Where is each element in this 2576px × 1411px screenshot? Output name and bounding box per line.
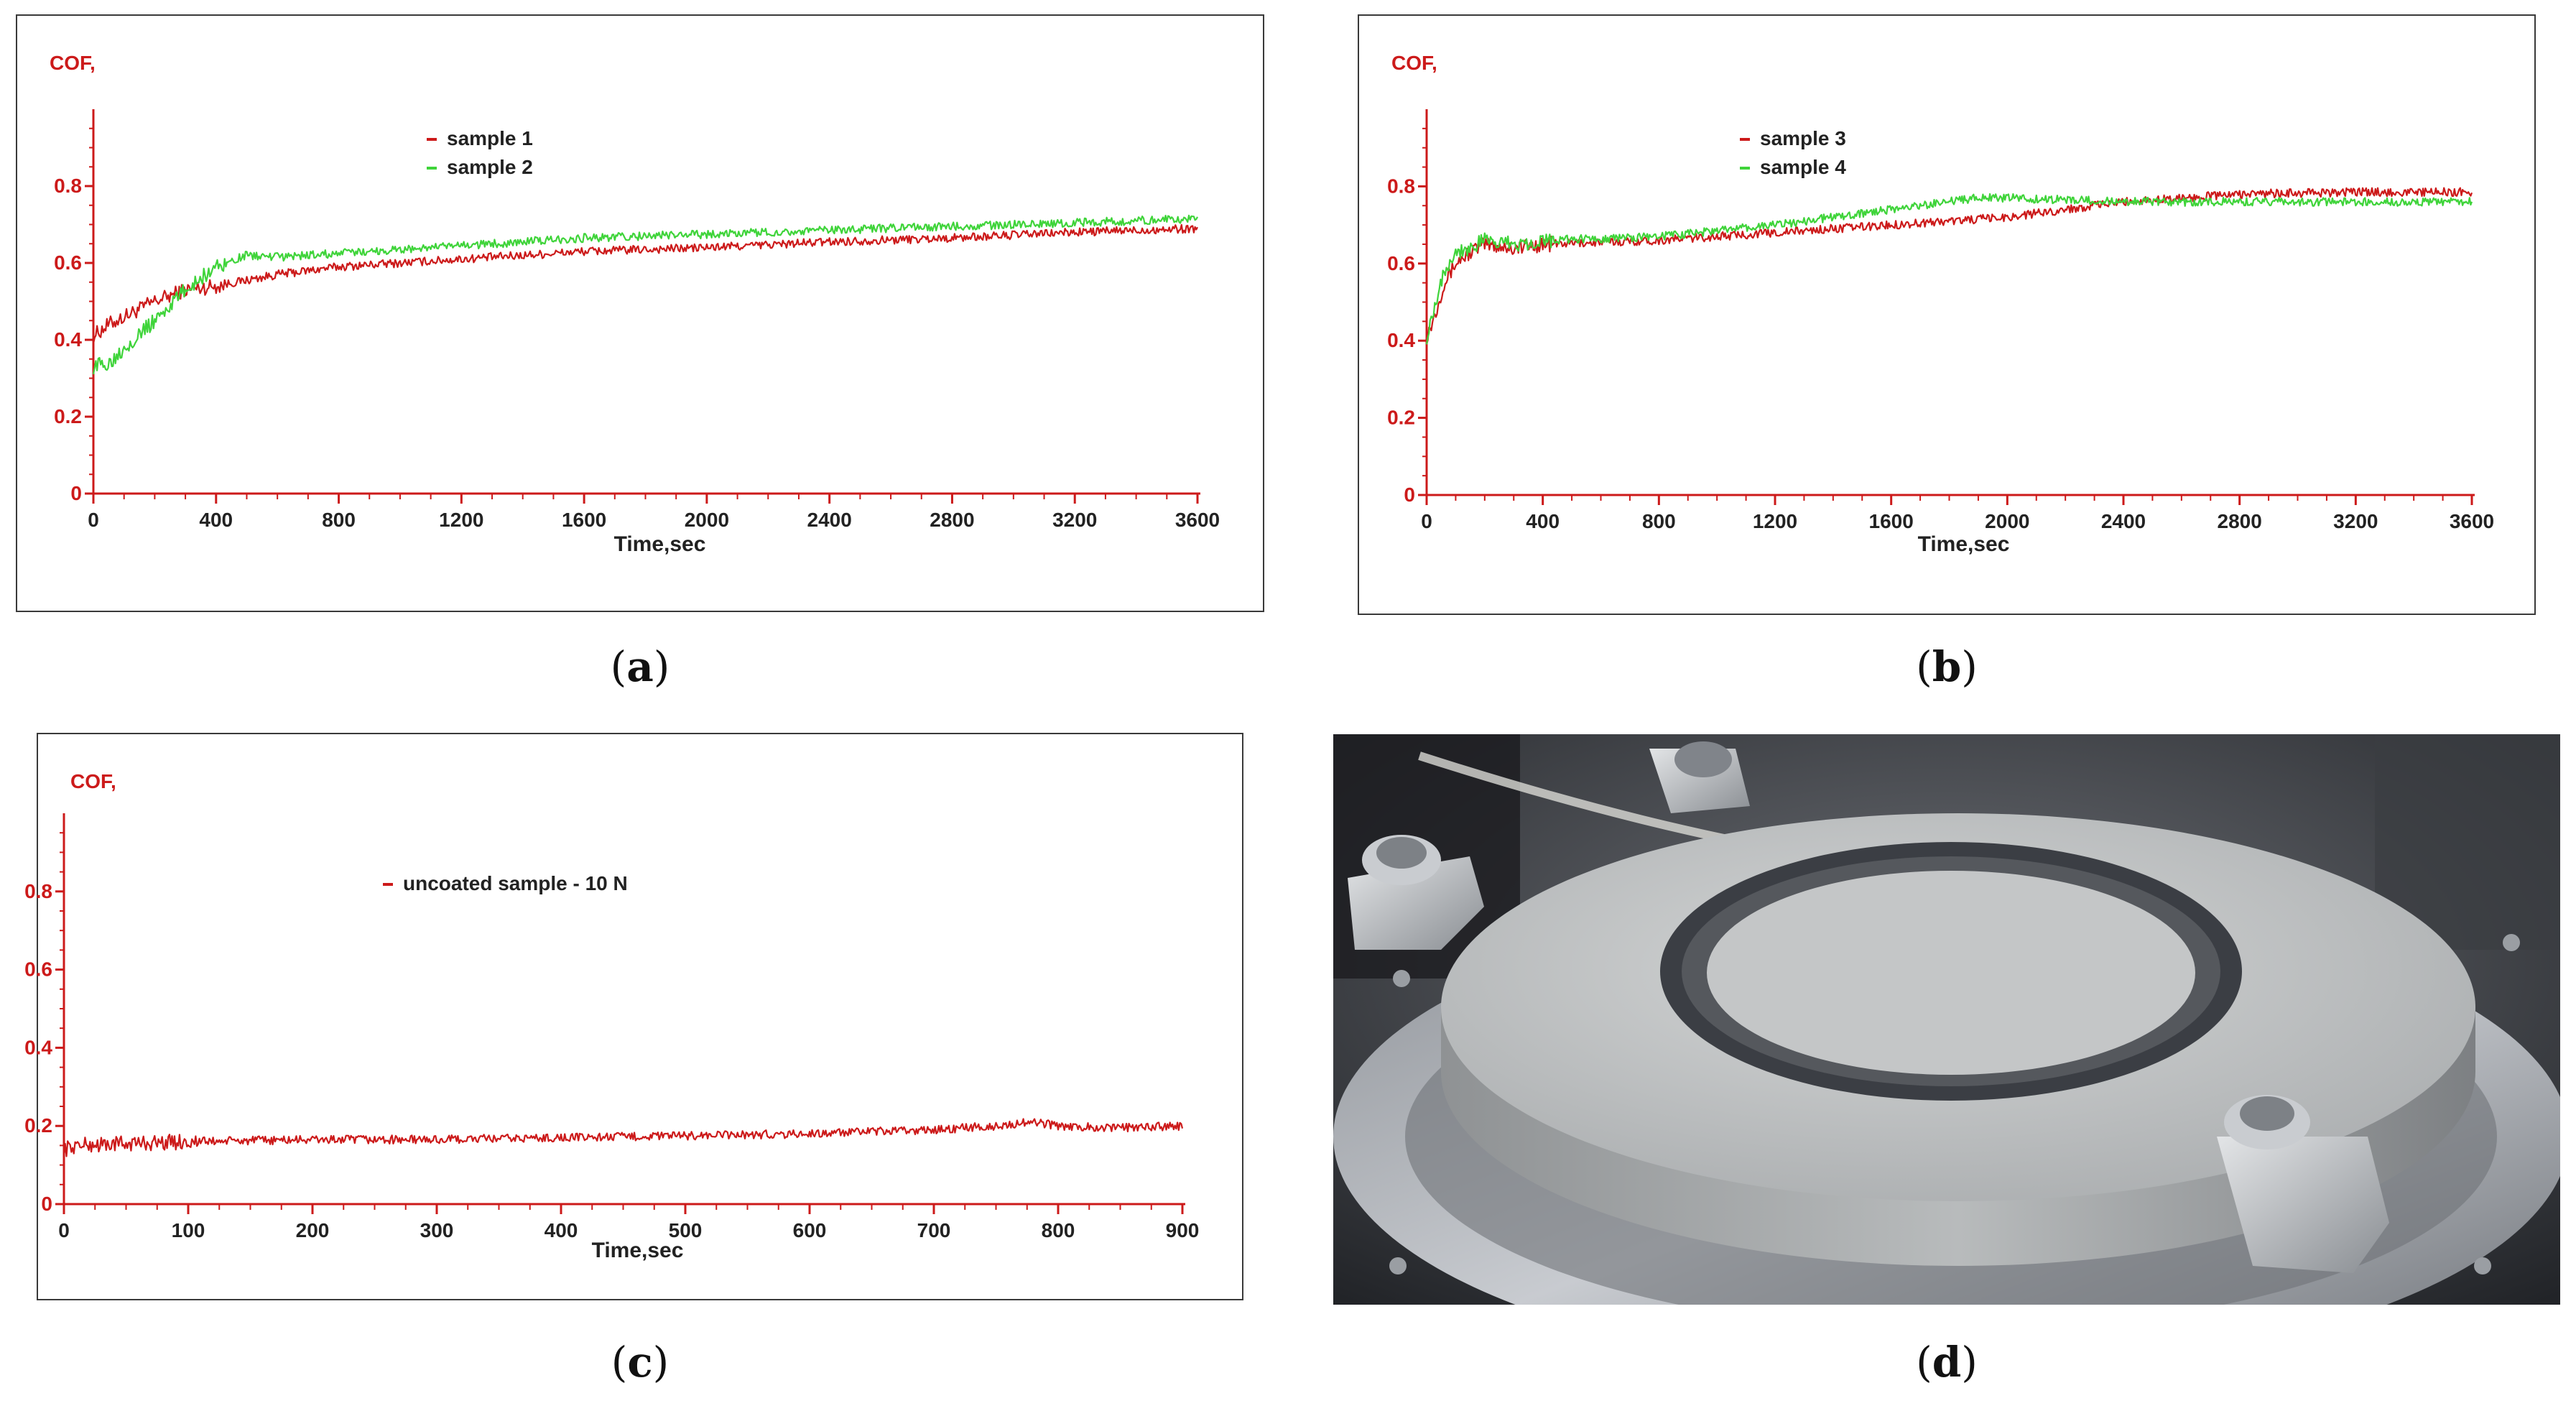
y-tick-label: 0.4 [24, 1036, 52, 1058]
clamp-left-icon [1348, 835, 1484, 950]
y-axis-label: COF, [50, 52, 96, 74]
x-tick-label: 1200 [439, 509, 483, 531]
y-tick-label: 0.4 [54, 328, 82, 351]
legend-label: sample 4 [1760, 156, 1846, 178]
y-tick-label: 0.6 [1387, 252, 1415, 274]
x-tick-label: 200 [296, 1219, 330, 1241]
caption-d: (d) [1916, 1338, 1978, 1387]
clamp-top-icon [1649, 741, 1750, 813]
x-axis-title: Time,sec [614, 532, 706, 556]
y-tick-label: 0.6 [24, 958, 52, 981]
legend-label: sample 3 [1760, 127, 1846, 149]
x-tick-label: 2400 [807, 509, 852, 531]
x-tick-label: 500 [669, 1219, 703, 1241]
x-tick-label: 2000 [1985, 510, 2029, 532]
chart-panel-c: COF, 0 0.2 0.4 0.6 0.8 0 100 200 300 400 500 600 700 8… [24, 733, 1243, 1300]
y-tick-label: 0 [70, 482, 82, 504]
series-line-sample-3 [1425, 187, 2473, 345]
y-tick-label: 0.6 [54, 251, 82, 274]
x-tick-label: 700 [917, 1219, 951, 1241]
x-tick-label: 100 [172, 1219, 205, 1241]
x-tick-label: 400 [545, 1219, 578, 1241]
tribometer-photo [1333, 734, 2560, 1305]
x-tick-label: 300 [420, 1219, 454, 1241]
x-tick-label: 800 [1642, 510, 1676, 532]
x-tick-label: 400 [1526, 510, 1560, 532]
x-tick-label: 2000 [685, 509, 729, 531]
series-line-sample-2 [92, 214, 1198, 375]
x-axis-title: Time,sec [1918, 532, 2010, 556]
chart-panel-a: COF, 0 0.2 0.4 0.6 0.8 0 400 800 1200 1600 2000 2400… [16, 14, 1264, 612]
legend-label: sample 2 [447, 156, 533, 178]
chart-a-svg: COF, 0 0.2 0.4 0.6 0.8 0 400 800 1200 1600 2000 2400… [50, 52, 1220, 556]
legend-label: sample 1 [447, 127, 533, 149]
series-line-uncoated-sample---10-n [62, 1118, 1184, 1157]
chart-c-svg: COF, 0 0.2 0.4 0.6 0.8 0 100 200 300 400 500 600 700 8… [24, 770, 1200, 1262]
clamp-right-icon [2217, 1095, 2389, 1273]
series-line-sample-4 [1425, 193, 2473, 345]
x-tick-label: 3200 [2333, 510, 2378, 532]
x-tick-label: 0 [58, 1219, 70, 1241]
y-tick-label: 0.2 [54, 405, 82, 427]
x-tick-label: 3600 [1175, 509, 1220, 531]
y-tick-label: 0.8 [24, 880, 52, 902]
y-tick-label: 0 [1404, 484, 1415, 506]
chart-panel-b: COF, 0 0.2 0.4 0.6 0.8 0 400 800 1200 1600 2000 2400… [1358, 14, 2536, 615]
y-tick-label: 0.2 [1387, 407, 1415, 429]
x-tick-label: 2400 [2101, 510, 2146, 532]
caption-c: (c) [611, 1338, 670, 1387]
x-tick-label: 900 [1166, 1219, 1200, 1241]
x-tick-label: 2800 [930, 509, 974, 531]
x-tick-label: 600 [793, 1219, 827, 1241]
legend-label: uncoated sample - 10 N [403, 872, 628, 894]
x-tick-label: 3600 [2450, 510, 2494, 532]
caption-a: (a) [610, 642, 670, 691]
x-tick-label: 2800 [2218, 510, 2262, 532]
y-axis-label: COF, [70, 770, 116, 792]
x-tick-label: 1600 [562, 509, 606, 531]
series-line-sample-1 [92, 223, 1198, 344]
y-tick-label: 0.8 [54, 175, 82, 197]
x-tick-label: 400 [199, 509, 233, 531]
y-axis-label: COF, [1391, 52, 1437, 74]
x-tick-label: 800 [1042, 1219, 1075, 1241]
x-tick-label: 1200 [1753, 510, 1797, 532]
caption-b: (b) [1916, 642, 1978, 691]
x-tick-label: 800 [322, 509, 356, 531]
x-tick-label: 0 [88, 509, 99, 531]
pin-on-disk-photo-illustration [1333, 734, 2560, 1305]
y-tick-label: 0.4 [1387, 329, 1415, 351]
y-tick-label: 0 [41, 1193, 52, 1215]
x-axis-title: Time,sec [592, 1239, 684, 1262]
x-tick-label: 3200 [1052, 509, 1097, 531]
x-tick-label: 0 [1421, 510, 1432, 532]
x-tick-label: 1600 [1869, 510, 1914, 532]
y-tick-label: 0.2 [24, 1114, 52, 1137]
y-tick-label: 0.8 [1387, 175, 1415, 197]
chart-b-svg: COF, 0 0.2 0.4 0.6 0.8 0 400 800 1200 1600 2000 2400… [1387, 52, 2494, 556]
